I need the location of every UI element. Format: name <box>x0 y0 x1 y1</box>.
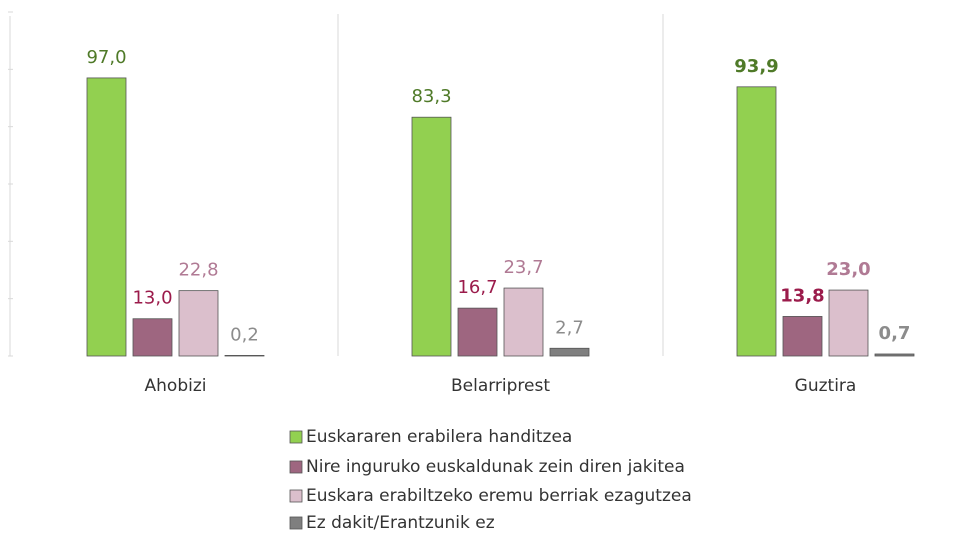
value-label: 83,3 <box>411 86 451 107</box>
bar <box>874 353 915 357</box>
legend-label: Ez dakit/Erantzunik ez <box>306 513 495 533</box>
value-label: 0,7 <box>879 323 911 344</box>
bar <box>224 355 265 357</box>
value-label: 22,8 <box>178 260 218 281</box>
bar <box>132 318 173 357</box>
x-tick-label: Guztira <box>795 376 857 396</box>
bar <box>549 347 590 357</box>
legend-swatch <box>289 516 303 530</box>
bar <box>411 116 452 357</box>
legend-swatch <box>289 430 303 444</box>
bar <box>736 86 777 357</box>
x-tick-label: Ahobizi <box>145 376 207 396</box>
bar <box>86 77 127 357</box>
value-label: 13,0 <box>132 288 172 309</box>
bar <box>828 289 869 357</box>
bar <box>457 307 498 357</box>
value-label: 97,0 <box>86 47 126 68</box>
value-label: 0,2 <box>230 324 259 345</box>
legend-swatch <box>289 489 303 503</box>
legend-swatch <box>289 460 303 474</box>
value-label: 23,7 <box>503 257 543 278</box>
x-tick-label: Belarriprest <box>451 376 550 396</box>
value-label: 93,9 <box>734 56 778 77</box>
bar <box>782 316 823 357</box>
legend-label: Euskararen erabilera handitzea <box>306 427 572 447</box>
legend-label: Nire inguruko euskaldunak zein diren jak… <box>306 457 685 477</box>
value-label: 13,8 <box>780 285 824 306</box>
value-label: 23,0 <box>826 259 870 280</box>
legend-label: Euskara erabiltzeko eremu berriak ezagut… <box>306 486 692 506</box>
value-label: 2,7 <box>555 317 584 338</box>
value-label: 16,7 <box>457 277 497 298</box>
bar <box>178 290 219 357</box>
bar <box>503 287 544 357</box>
